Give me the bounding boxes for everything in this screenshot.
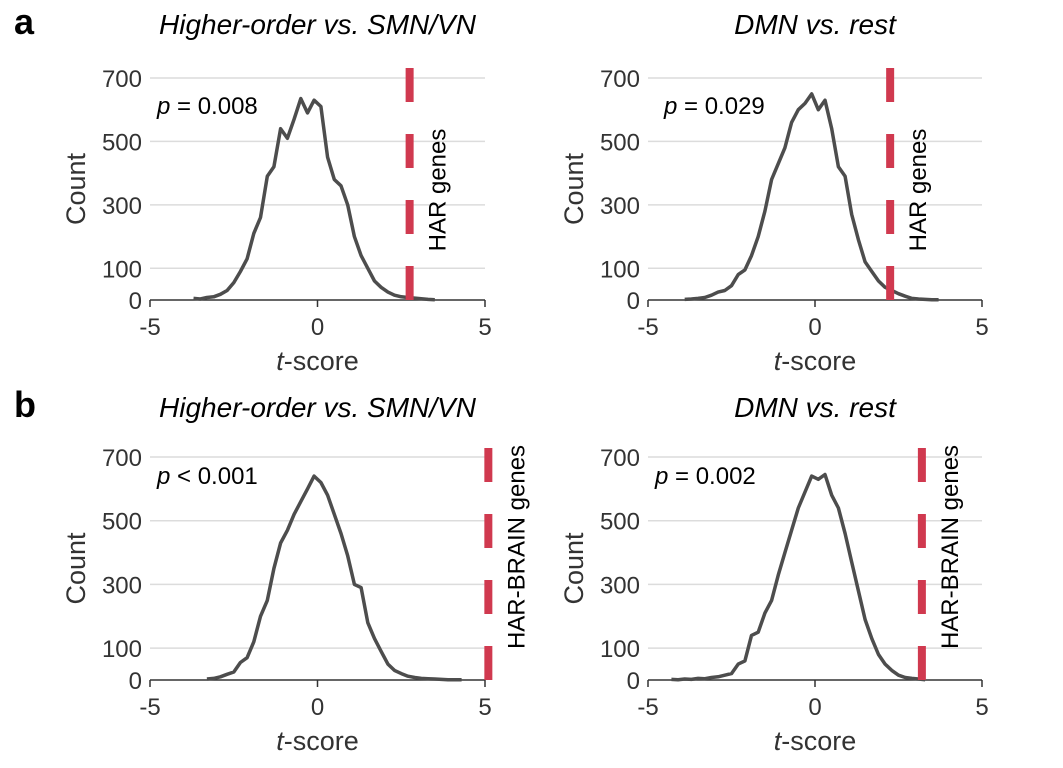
y-tick-label: 100 bbox=[600, 256, 640, 283]
null-distribution-curve bbox=[671, 472, 926, 682]
y-tick-label: 0 bbox=[129, 288, 142, 315]
chart-title: DMN vs. rest bbox=[734, 9, 897, 40]
reference-label: HAR-BRAIN genes bbox=[503, 445, 530, 649]
y-tick-label: 0 bbox=[627, 288, 640, 315]
x-tick-label: -5 bbox=[139, 314, 160, 341]
y-tick-label: 500 bbox=[600, 129, 640, 156]
x-axis-label: t-score bbox=[774, 346, 857, 376]
null-distribution-curve bbox=[193, 96, 435, 302]
x-axis-label-italic: t bbox=[276, 726, 285, 756]
x-tick-label: 0 bbox=[311, 694, 324, 721]
p-value-rest: = 0.029 bbox=[677, 93, 764, 120]
x-tick-label: 0 bbox=[808, 694, 821, 721]
y-tick-label: 700 bbox=[600, 66, 640, 93]
y-tick-label: 300 bbox=[600, 193, 640, 220]
p-value-label: p = 0.029 bbox=[663, 93, 765, 120]
x-axis-label-italic: t bbox=[774, 726, 783, 756]
x-axis-label-rest: -score bbox=[781, 726, 856, 756]
y-tick-label: 700 bbox=[102, 445, 142, 472]
x-tick-label: -5 bbox=[139, 694, 160, 721]
y-tick-label: 500 bbox=[102, 129, 142, 156]
x-axis-label-rest: -score bbox=[284, 726, 359, 756]
y-tick-label: 100 bbox=[102, 256, 142, 283]
y-axis-label: Count bbox=[61, 532, 91, 605]
y-tick-label: 300 bbox=[600, 572, 640, 599]
p-value-italic: p bbox=[156, 463, 170, 490]
y-tick-label: 500 bbox=[102, 509, 142, 536]
chart-title: Higher-order vs. SMN/VN bbox=[159, 392, 477, 423]
p-value-italic: p bbox=[663, 93, 677, 120]
panel-letter-b: b bbox=[14, 384, 36, 425]
null-distribution-curve bbox=[206, 474, 462, 682]
y-axis-label: Count bbox=[559, 532, 589, 605]
x-axis-label-rest: -score bbox=[284, 346, 359, 376]
y-tick-label: 700 bbox=[600, 445, 640, 472]
p-value-label: p = 0.002 bbox=[654, 463, 756, 490]
chart-title: Higher-order vs. SMN/VN bbox=[159, 9, 477, 40]
p-value-italic: p bbox=[156, 93, 170, 120]
y-tick-label: 300 bbox=[102, 193, 142, 220]
reference-label: HAR genes bbox=[905, 129, 932, 252]
y-tick-label: 100 bbox=[600, 636, 640, 663]
y-axis-label: Count bbox=[559, 152, 589, 225]
reference-label: HAR genes bbox=[425, 129, 452, 252]
x-tick-label: 0 bbox=[808, 314, 821, 341]
p-value-label: p = 0.008 bbox=[156, 93, 258, 120]
y-tick-label: 700 bbox=[102, 66, 142, 93]
p-value-italic: p bbox=[654, 463, 668, 490]
x-tick-label: 5 bbox=[478, 314, 491, 341]
x-tick-label: 5 bbox=[975, 694, 988, 721]
p-value-rest: = 0.008 bbox=[170, 93, 257, 120]
chart-title: DMN vs. rest bbox=[734, 392, 897, 423]
x-tick-label: 5 bbox=[478, 694, 491, 721]
panel-letter-a: a bbox=[14, 1, 35, 42]
reference-label: HAR-BRAIN genes bbox=[937, 445, 964, 649]
x-axis-label-rest: -score bbox=[781, 346, 856, 376]
p-value-label: p < 0.001 bbox=[156, 463, 258, 490]
y-tick-label: 500 bbox=[600, 509, 640, 536]
x-tick-label: 5 bbox=[975, 314, 988, 341]
x-axis-label-italic: t bbox=[774, 346, 783, 376]
y-tick-label: 300 bbox=[102, 572, 142, 599]
x-tick-label: -5 bbox=[637, 314, 658, 341]
x-tick-label: 0 bbox=[311, 314, 324, 341]
x-axis-label: t-score bbox=[774, 726, 857, 756]
p-value-rest: = 0.002 bbox=[668, 463, 755, 490]
x-axis-label: t-score bbox=[276, 346, 359, 376]
y-tick-label: 0 bbox=[129, 668, 142, 695]
p-value-rest: < 0.001 bbox=[170, 463, 257, 490]
x-axis-label-italic: t bbox=[276, 346, 285, 376]
y-axis-label: Count bbox=[61, 152, 91, 225]
y-tick-label: 100 bbox=[102, 636, 142, 663]
null-distribution-curve bbox=[684, 92, 939, 302]
y-tick-label: 0 bbox=[627, 668, 640, 695]
x-axis-label: t-score bbox=[276, 726, 359, 756]
x-tick-label: -5 bbox=[637, 694, 658, 721]
